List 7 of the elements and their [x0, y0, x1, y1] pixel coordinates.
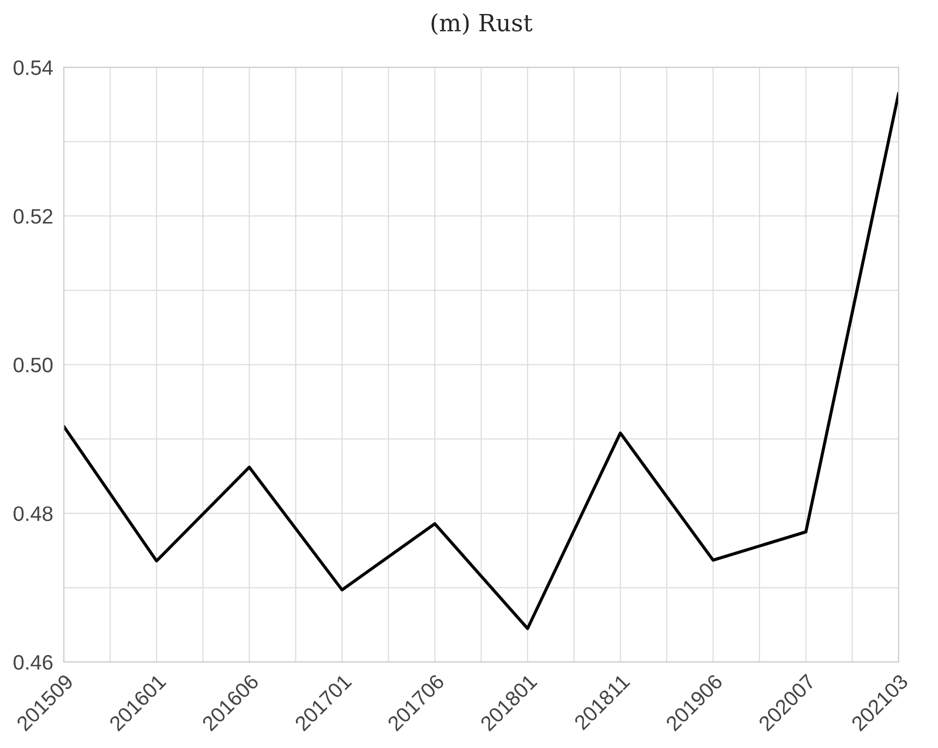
line-series	[64, 92, 899, 630]
y-tick-label: 0.54	[14, 60, 53, 76]
y-tick-label: 0.52	[14, 208, 52, 224]
y-tick-label: 0.48	[14, 506, 52, 522]
chart-title: (m) Rust	[432, 13, 532, 35]
y-tick-label: 0.50	[14, 358, 53, 372]
y-tick-label: 0.46	[14, 654, 52, 670]
